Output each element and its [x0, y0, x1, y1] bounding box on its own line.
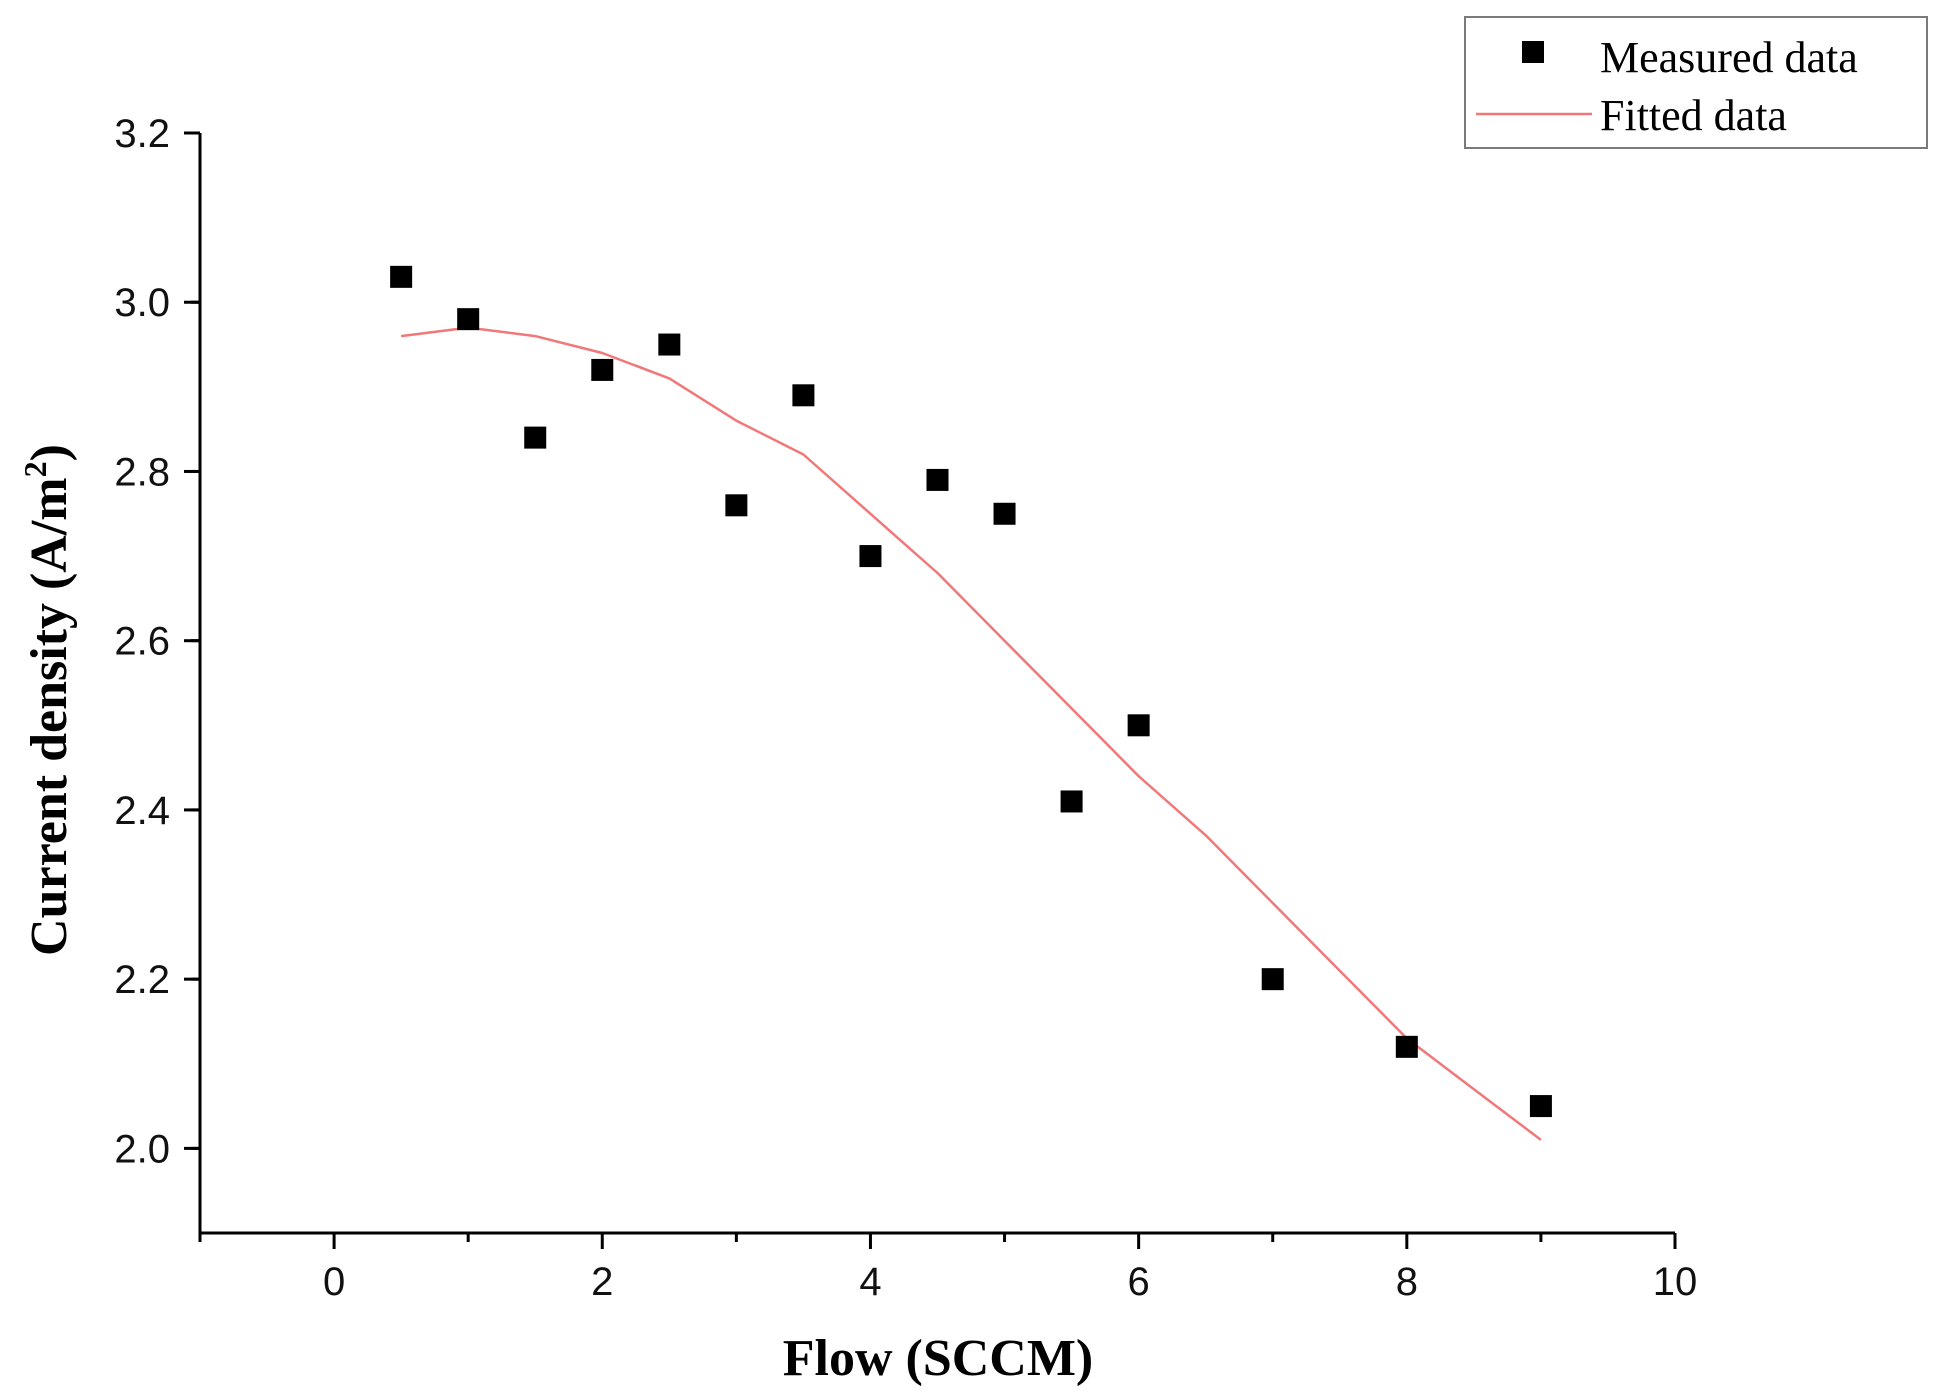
legend-marker-square: [1522, 41, 1544, 63]
x-ticks: 0 2 4 6 8 10: [198, 1233, 1698, 1304]
x-tick-label: 0: [323, 1260, 345, 1304]
legend-label-measured: Measured data: [1600, 33, 1858, 82]
measured-data-point: [792, 384, 815, 407]
y-tick-label: 3.2: [114, 112, 170, 156]
measured-data-point: [457, 308, 480, 331]
x-tick-label: 4: [859, 1260, 881, 1304]
measured-data-point: [1060, 790, 1083, 813]
measured-data-point: [725, 494, 748, 517]
x-tick-label: 10: [1653, 1260, 1698, 1304]
y-axis-title-suffix: ): [21, 444, 78, 461]
measured-data-point: [1261, 968, 1284, 991]
measured-data-point: [1529, 1095, 1552, 1118]
y-axis-title-superscript: 2: [17, 461, 53, 477]
x-tick-label: 6: [1128, 1260, 1150, 1304]
fit-layer: [400, 326, 1542, 1141]
measured-data-point: [591, 358, 614, 381]
measured-data-point: [993, 502, 1016, 525]
y-axis-title: Current density (A/m2): [17, 444, 78, 956]
legend: Measured data Fitted data: [1464, 16, 1928, 149]
fitted-data-line: [400, 326, 1542, 1141]
measured-data-point: [859, 545, 882, 568]
points-layer: [390, 265, 1552, 1118]
measured-data-point: [1127, 714, 1150, 737]
x-tick-label: 8: [1396, 1260, 1418, 1304]
y-tick-label: 2.8: [114, 450, 170, 494]
y-tick-label: 3.0: [114, 281, 170, 325]
measured-data-point: [926, 468, 949, 491]
measured-data-point: [524, 426, 547, 449]
measured-data-point: [390, 265, 413, 288]
measured-data-point: [1395, 1035, 1418, 1058]
y-tick-label: 2.4: [114, 789, 170, 833]
x-axis-title: Flow (SCCM): [783, 1330, 1094, 1387]
y-ticks: 2.0 2.2 2.4 2.6 2.8 3.0 3.2: [114, 112, 200, 1171]
measured-data-point: [658, 333, 681, 356]
y-tick-label: 2.2: [114, 958, 170, 1002]
legend-label-fitted: Fitted data: [1600, 91, 1787, 140]
x-tick-label: 2: [591, 1260, 613, 1304]
y-tick-label: 2.6: [114, 620, 170, 664]
legend-box: [1464, 16, 1928, 149]
y-axis-title-main: Current density (A/m: [21, 477, 78, 956]
y-tick-label: 2.0: [114, 1127, 170, 1171]
